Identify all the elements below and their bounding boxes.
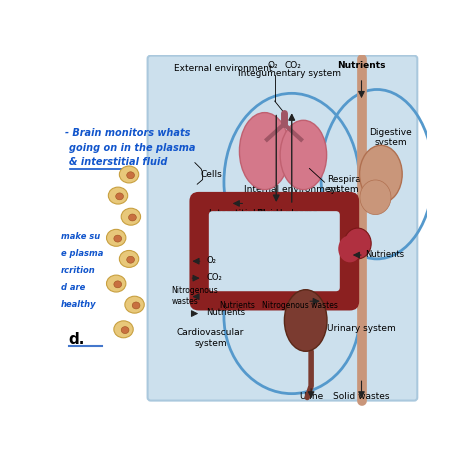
FancyBboxPatch shape (190, 192, 359, 310)
Text: Interstitial fluid: Interstitial fluid (209, 209, 278, 218)
Text: Internal environment: Internal environment (244, 185, 339, 194)
Text: rcrition: rcrition (61, 266, 96, 275)
Ellipse shape (344, 228, 371, 259)
Text: External environment: External environment (174, 64, 273, 73)
Ellipse shape (119, 166, 139, 183)
Text: - Brain monitors whats: - Brain monitors whats (65, 128, 191, 138)
Ellipse shape (338, 235, 362, 262)
Ellipse shape (132, 302, 140, 309)
Text: Nutrients: Nutrients (219, 301, 255, 309)
Text: healthy: healthy (61, 300, 96, 308)
Text: O₂: O₂ (207, 256, 216, 265)
Ellipse shape (239, 112, 290, 190)
Ellipse shape (127, 256, 135, 263)
Ellipse shape (280, 120, 327, 190)
Text: Solid wastes: Solid wastes (333, 393, 390, 401)
Text: Nutrients: Nutrients (207, 308, 246, 317)
Ellipse shape (114, 235, 122, 242)
Ellipse shape (125, 296, 144, 313)
Text: Blood plasma: Blood plasma (257, 209, 319, 218)
Text: Nutrients: Nutrients (365, 250, 404, 259)
Text: d.: d. (69, 332, 85, 347)
Text: Cells: Cells (201, 170, 222, 179)
Ellipse shape (284, 290, 327, 351)
Ellipse shape (107, 275, 126, 292)
Text: & interstitial fluid: & interstitial fluid (69, 157, 167, 167)
Ellipse shape (109, 187, 128, 204)
Ellipse shape (128, 214, 137, 221)
Ellipse shape (114, 321, 133, 338)
Ellipse shape (127, 172, 135, 179)
Ellipse shape (121, 327, 129, 334)
Ellipse shape (116, 193, 123, 200)
Ellipse shape (107, 229, 126, 246)
Text: d are: d are (61, 283, 85, 292)
Text: going on in the plasma: going on in the plasma (69, 143, 195, 154)
Text: Cardiovascular
system: Cardiovascular system (177, 328, 244, 348)
Text: Nitrogenous
wastes: Nitrogenous wastes (172, 286, 219, 306)
Ellipse shape (119, 250, 139, 267)
Ellipse shape (121, 208, 141, 225)
Ellipse shape (360, 180, 391, 215)
Text: Urinary system: Urinary system (327, 324, 395, 333)
Text: Urine: Urine (299, 393, 323, 401)
Text: Integumentary system: Integumentary system (237, 69, 340, 78)
FancyBboxPatch shape (209, 211, 340, 291)
FancyBboxPatch shape (147, 56, 417, 401)
Text: Respiratory
system: Respiratory system (327, 175, 379, 194)
Text: CO₂: CO₂ (207, 273, 222, 282)
Text: e plasma: e plasma (61, 249, 103, 258)
Text: O₂: O₂ (268, 61, 278, 70)
Text: Digestive
system: Digestive system (370, 128, 412, 148)
Text: Nutrients: Nutrients (337, 61, 386, 70)
Ellipse shape (360, 145, 402, 203)
Text: make su: make su (61, 232, 100, 241)
Ellipse shape (114, 281, 122, 288)
Text: Nitrogenous wastes: Nitrogenous wastes (262, 301, 337, 309)
Text: CO₂: CO₂ (285, 61, 302, 70)
